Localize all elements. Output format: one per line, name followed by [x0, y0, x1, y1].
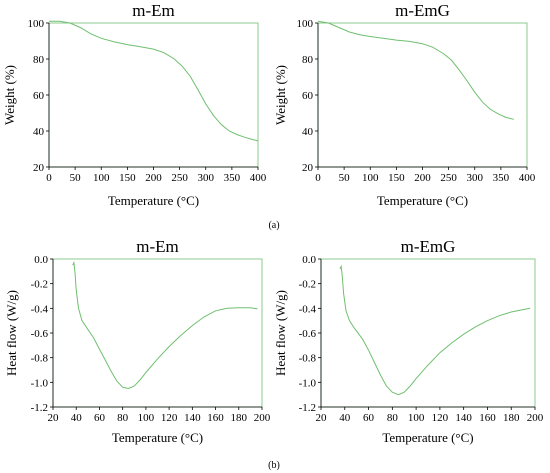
x-axis-label: Temperature (°C): [112, 430, 203, 445]
panel-tga-m-em: 0 50 100 150 200 250 300 350 400 20 40 60 80 100 m-Em T…: [2, 1, 267, 208]
x-tick-label: 300: [467, 172, 484, 184]
y-tick-label: 60: [33, 90, 45, 102]
x-tick-label: 120: [432, 412, 449, 424]
x-tick-label: 150: [388, 172, 405, 184]
x-tick-label: 80: [117, 412, 129, 424]
x-tick-label: 0: [46, 172, 52, 184]
y-tick-label: -0.4: [299, 303, 317, 315]
x-tick-label: 40: [71, 412, 83, 424]
plot-frame: [48, 22, 259, 168]
series-line: [339, 264, 531, 396]
y-tick-label: -1.0: [31, 377, 49, 389]
x-tick-label: 100: [362, 172, 379, 184]
caption-a: (a): [268, 220, 279, 231]
series-line: [317, 20, 515, 120]
chart-title: m-Em: [136, 237, 179, 256]
y-tick-label: 40: [33, 126, 45, 138]
plot-frame: [52, 258, 263, 408]
y-axis-label: Heat flow (W/g): [4, 290, 19, 376]
x-tick-label: 0: [315, 172, 321, 184]
x-tick-label: 250: [440, 172, 457, 184]
x-tick-label: 250: [171, 172, 188, 184]
x-tick-label: 140: [455, 412, 472, 424]
y-tick-label: -0.8: [31, 353, 49, 365]
x-tick-label: 180: [503, 412, 520, 424]
x-tick-label: 120: [161, 412, 178, 424]
y-tick-label: 20: [33, 162, 45, 174]
caption-b: (b): [268, 460, 280, 471]
x-tick-label: 100: [138, 412, 155, 424]
x-tick-label: 50: [339, 172, 351, 184]
plot-frame: [320, 258, 536, 408]
panel-dsc-m-em: 20 40 60 80 100 120 140 160 180 200 0.0 -0.2 -0.4 -0.…: [4, 237, 271, 445]
y-tick-label: 100: [297, 18, 314, 30]
y-tick-label: 80: [33, 54, 45, 66]
x-axis-label: Temperature (°C): [108, 193, 199, 208]
x-tick-label: 60: [363, 412, 375, 424]
y-axis-label: Weight (%): [273, 65, 288, 125]
y-tick-label: 0.0: [302, 254, 316, 266]
chart-title: m-Em: [132, 1, 175, 20]
y-tick-label: 80: [302, 54, 314, 66]
y-tick-label: -1.2: [31, 402, 48, 414]
x-tick-label: 140: [184, 412, 201, 424]
y-axis-label: Heat flow (W/g): [273, 290, 288, 376]
chart-title: m-EmG: [401, 237, 456, 256]
y-tick-label: 20: [302, 162, 314, 174]
y-tick-label: -0.4: [31, 303, 49, 315]
y-tick-label: 40: [302, 126, 314, 138]
panel-dsc-m-emg: 20 40 60 80 100 120 140 160 180 200 0.0 -0.2 -0.4 -0.…: [273, 237, 544, 445]
x-tick-label: 350: [224, 172, 241, 184]
y-tick-label: 0.0: [34, 254, 48, 266]
x-tick-label: 200: [145, 172, 162, 184]
x-tick-label: 20: [316, 412, 328, 424]
x-tick-label: 80: [387, 412, 399, 424]
x-tick-label: 100: [408, 412, 425, 424]
x-axis-label: Temperature (°C): [382, 430, 473, 445]
x-tick-label: 400: [250, 172, 267, 184]
y-tick-label: -0.6: [299, 328, 317, 340]
y-tick-label: -0.2: [299, 279, 316, 291]
x-tick-label: 160: [479, 412, 496, 424]
x-tick-label: 180: [231, 412, 248, 424]
x-tick-label: 60: [94, 412, 106, 424]
y-tick-label: 60: [302, 90, 314, 102]
x-tick-label: 160: [207, 412, 224, 424]
y-tick-label: -0.6: [31, 328, 49, 340]
x-tick-label: 150: [119, 172, 136, 184]
x-tick-label: 300: [198, 172, 215, 184]
series-line: [49, 20, 259, 142]
x-tick-label: 200: [527, 412, 544, 424]
x-axis-label: Temperature (°C): [377, 193, 468, 208]
y-tick-label: -1.2: [299, 402, 316, 414]
x-tick-label: 20: [48, 412, 60, 424]
plot-frame: [317, 22, 528, 168]
y-tick-label: 100: [28, 18, 45, 30]
y-tick-label: -0.8: [299, 353, 317, 365]
x-tick-label: 50: [70, 172, 82, 184]
chart-title: m-EmG: [395, 1, 450, 20]
x-tick-label: 200: [414, 172, 431, 184]
y-tick-label: -0.2: [31, 279, 48, 291]
x-tick-label: 200: [254, 412, 271, 424]
x-tick-label: 100: [93, 172, 110, 184]
x-tick-label: 40: [339, 412, 351, 424]
series-line: [72, 260, 258, 390]
y-tick-label: -1.0: [299, 377, 317, 389]
panel-tga-m-emg: 0 50 100 150 200 250 300 350 400 20 40 60 80 100 m-EmG…: [273, 1, 536, 208]
x-tick-label: 400: [519, 172, 536, 184]
y-axis-label: Weight (%): [2, 65, 17, 125]
x-tick-label: 350: [493, 172, 510, 184]
